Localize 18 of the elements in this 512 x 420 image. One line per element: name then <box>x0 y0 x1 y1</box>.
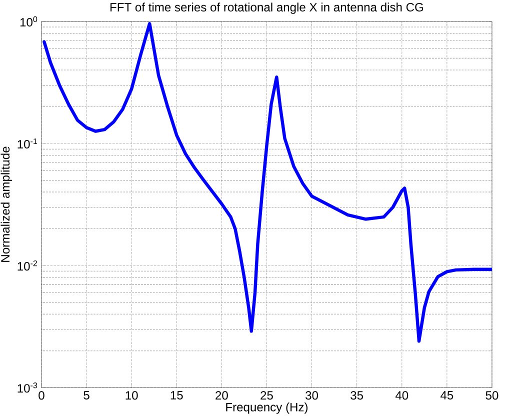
x-axis-title: Frequency (Hz) <box>226 402 308 414</box>
y-axis-title: Normalized amplitude <box>0 146 12 262</box>
x-tick-label: 35 <box>350 390 364 400</box>
x-tick-label: 50 <box>486 390 498 400</box>
x-tick-label: 40 <box>395 390 408 400</box>
x-tick-label: 10 <box>126 390 138 400</box>
x-tick-label: 5 <box>84 390 90 400</box>
y-tick-label: 10$^{0}$ <box>20 16 38 26</box>
y-tick-label: 10$^{-3}$ <box>18 382 38 392</box>
x-tick-label: 20 <box>216 390 228 400</box>
x-tick-label: 15 <box>170 390 183 400</box>
y-tick-label: 10$^{-2}$ <box>18 260 38 270</box>
x-tick-label: 0 <box>38 390 44 400</box>
x-tick-label: 25 <box>260 390 273 400</box>
y-tick-label: 10$^{-1}$ <box>18 138 38 148</box>
x-tick-label: 30 <box>306 390 318 400</box>
chart-title: FFT of time series of rotational angle X in antenna dish CG <box>110 2 424 14</box>
x-tick-label: 45 <box>440 390 454 400</box>
